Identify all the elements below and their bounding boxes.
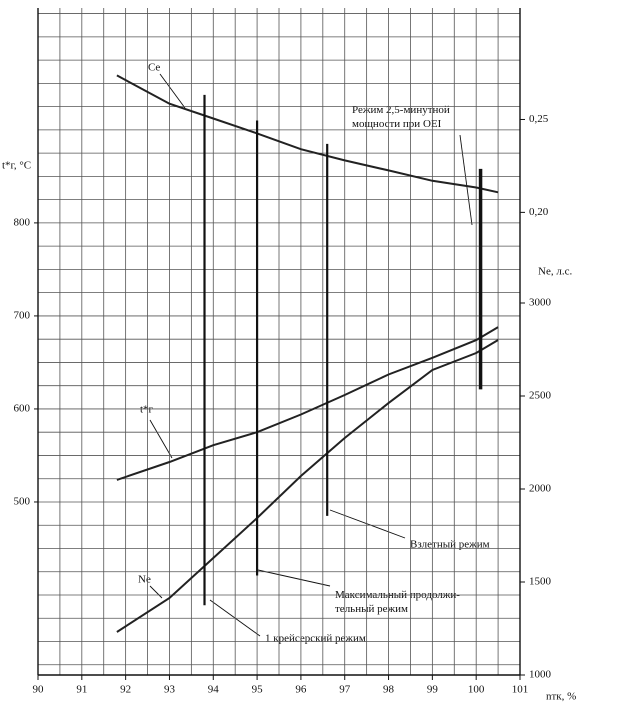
x-tick-label: 93 — [164, 684, 176, 696]
series-label: Ne — [138, 574, 151, 586]
y3-tick-label: 0,20 — [529, 206, 549, 218]
series-line — [116, 339, 499, 633]
series-line — [116, 326, 499, 481]
y-tick-label: 700 — [14, 309, 31, 321]
x-tick-label: 90 — [33, 684, 45, 696]
mode-label: Максимальный продолжи-тельный режим — [335, 589, 460, 615]
x-tick-label: 99 — [427, 684, 439, 696]
y2-tick-label: 2000 — [529, 483, 552, 495]
x-tick-label: 97 — [339, 684, 351, 696]
y-tick-label: 500 — [14, 496, 31, 508]
leader — [159, 73, 186, 109]
y2-tick-label: 3000 — [529, 297, 552, 309]
leader — [149, 419, 173, 459]
x-tick-label: 98 — [383, 684, 395, 696]
x-tick-label: 101 — [512, 684, 529, 696]
y2-tick-label: 1000 — [529, 669, 552, 681]
y-tick-label: 600 — [14, 402, 31, 414]
leader — [257, 569, 331, 587]
series-label: Ce — [148, 62, 160, 74]
series-label: t*г — [140, 404, 154, 416]
leader — [329, 509, 406, 539]
leader — [149, 585, 163, 599]
x-tick-label: 95 — [252, 684, 264, 696]
x-tick-label: 91 — [76, 684, 87, 696]
x-tick-label: 100 — [468, 684, 485, 696]
mode-label: Взлетный режим — [410, 539, 490, 551]
leader — [459, 134, 473, 226]
y2-tick-label: 2500 — [529, 390, 552, 402]
x-axis-label: nтк, % — [546, 691, 576, 703]
x-tick-label: 92 — [120, 684, 131, 696]
mode-label: 1 крейсерский режим — [265, 633, 366, 645]
x-tick-label: 96 — [295, 684, 307, 696]
y-tick-label: 800 — [14, 216, 31, 228]
x-tick-label: 94 — [208, 684, 220, 696]
y3-tick-label: 0,25 — [529, 113, 549, 125]
y2-axis-label: Ne, л.с. — [538, 266, 572, 278]
y2-tick-label: 1500 — [529, 576, 552, 588]
series-line — [116, 74, 499, 194]
y-axis-label: t*г, °C — [2, 160, 31, 172]
